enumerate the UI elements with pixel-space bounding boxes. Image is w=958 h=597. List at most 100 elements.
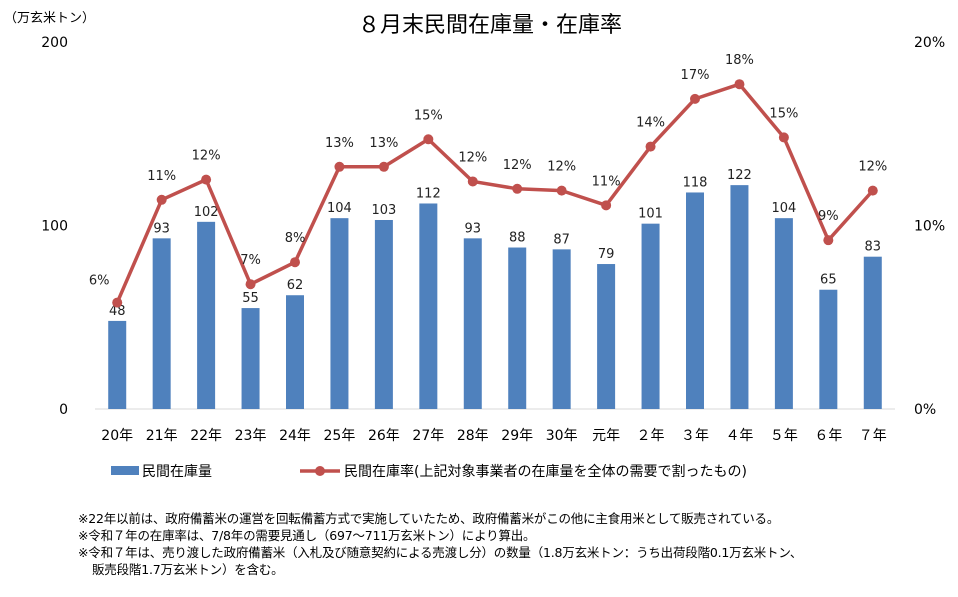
bar-data-label: 79 bbox=[598, 247, 615, 262]
x-tick-label: 22年 bbox=[190, 428, 222, 444]
rate-point bbox=[734, 79, 745, 90]
x-tick-label: ４年 bbox=[725, 428, 753, 444]
legend-bar-label: 民間在庫量 bbox=[142, 463, 212, 480]
rate-data-label: 15% bbox=[414, 108, 443, 123]
bar-data-label: 122 bbox=[727, 168, 752, 183]
x-tick-label: ６年 bbox=[814, 428, 842, 444]
bar bbox=[508, 247, 527, 409]
bar bbox=[819, 289, 838, 409]
footnote: ※22年以前は、政府備蓄米の運営を回転備蓄方式で実施していたため、政府備蓄米がこ… bbox=[78, 511, 780, 526]
bar-data-label: 93 bbox=[465, 221, 482, 236]
legend-line-label: 民間在庫率(上記対象事業者の在庫量を全体の需要で割ったもの) bbox=[344, 463, 747, 480]
x-tick-label: 23年 bbox=[235, 428, 267, 444]
rate-point bbox=[601, 200, 612, 211]
x-tick-label: 25年 bbox=[324, 428, 356, 444]
bar-data-label: 104 bbox=[771, 201, 796, 216]
x-tick-label: ２年 bbox=[637, 428, 665, 444]
rate-data-label: 12% bbox=[503, 158, 532, 173]
bar bbox=[774, 218, 793, 409]
bar-data-label: 62 bbox=[287, 278, 304, 293]
rate-data-label: 13% bbox=[369, 136, 398, 151]
rate-data-label: 18% bbox=[725, 53, 754, 68]
bar bbox=[641, 223, 660, 409]
x-tick-label: 26年 bbox=[368, 428, 400, 444]
rate-data-label: 12% bbox=[458, 150, 487, 165]
rate-data-label: 9% bbox=[818, 209, 839, 224]
x-tick-label: 30年 bbox=[546, 428, 578, 444]
x-tick-label: 元年 bbox=[592, 428, 620, 444]
rate-data-label: 12% bbox=[547, 160, 576, 175]
right-tick-label: 0% bbox=[914, 402, 936, 418]
left-tick-label: 200 bbox=[41, 35, 68, 51]
bar-data-label: 102 bbox=[194, 205, 219, 220]
rate-point bbox=[112, 297, 123, 308]
bar-data-label: 65 bbox=[820, 273, 837, 288]
rate-data-label: 6% bbox=[89, 274, 110, 289]
x-tick-label: 20年 bbox=[101, 428, 133, 444]
x-tick-label: ７年 bbox=[859, 428, 887, 444]
rate-point bbox=[156, 194, 167, 205]
rate-data-label: 12% bbox=[858, 160, 887, 175]
rate-data-label: 13% bbox=[325, 136, 354, 151]
x-tick-label: 24年 bbox=[279, 428, 311, 444]
rate-data-label: 8% bbox=[285, 231, 306, 246]
legend-line-marker bbox=[315, 466, 325, 476]
x-tick-label: 21年 bbox=[146, 428, 178, 444]
left-tick-label: 0 bbox=[59, 402, 68, 418]
bar bbox=[552, 249, 571, 409]
rate-point bbox=[334, 161, 345, 172]
rate-point bbox=[245, 279, 256, 290]
legend-bar-swatch bbox=[111, 466, 139, 475]
bar bbox=[463, 238, 482, 409]
bar-data-label: 55 bbox=[242, 291, 259, 306]
bar bbox=[730, 185, 749, 409]
rate-point bbox=[378, 161, 389, 172]
bar bbox=[286, 295, 304, 409]
bar bbox=[152, 238, 171, 409]
x-tick-label: ５年 bbox=[770, 428, 798, 444]
x-tick-label: 29年 bbox=[501, 428, 533, 444]
left-tick-label: 100 bbox=[41, 219, 68, 235]
footnote: 販売段階1.7万玄米トン）を含む。 bbox=[92, 562, 284, 577]
bar bbox=[330, 218, 349, 409]
x-tick-label: 27年 bbox=[412, 428, 444, 444]
bar bbox=[863, 256, 882, 409]
rate-point bbox=[823, 235, 834, 246]
bar-data-label: 83 bbox=[865, 240, 882, 255]
rate-line bbox=[115, 82, 875, 304]
bar bbox=[197, 221, 216, 409]
rate-data-label: 7% bbox=[240, 253, 261, 268]
right-tick-label: 10% bbox=[914, 219, 945, 235]
rate-point bbox=[467, 176, 478, 187]
x-tick-label: ３年 bbox=[681, 428, 709, 444]
rate-data-label: 11% bbox=[147, 169, 176, 184]
rate-data-label: 17% bbox=[681, 68, 710, 83]
bar bbox=[686, 192, 704, 409]
rate-point bbox=[645, 141, 656, 152]
bar-data-label: 88 bbox=[509, 231, 526, 246]
rate-point bbox=[690, 93, 700, 104]
footnotes: ※22年以前は、政府備蓄米の運営を回転備蓄方式で実施していたため、政府備蓄米がこ… bbox=[78, 510, 802, 578]
rate-point bbox=[556, 185, 567, 196]
bar bbox=[419, 203, 438, 409]
rate-data-label: 12% bbox=[192, 149, 221, 164]
rate-point bbox=[867, 185, 878, 196]
bar-data-label: 101 bbox=[638, 207, 663, 222]
footnote: ※令和７年の在庫率は、7/8年の需要見通し（697～711万玄米トン）により算出… bbox=[78, 528, 536, 543]
bar bbox=[241, 308, 260, 409]
rate-data-label: 14% bbox=[636, 116, 665, 131]
rate-point bbox=[423, 134, 434, 145]
x-tick-label: 28年 bbox=[457, 428, 489, 444]
bar bbox=[108, 320, 127, 409]
rate-point bbox=[290, 257, 300, 268]
bar-data-label: 48 bbox=[109, 304, 126, 319]
rate-point bbox=[201, 174, 212, 185]
bar-data-label: 103 bbox=[371, 203, 396, 218]
bar-data-label: 104 bbox=[327, 201, 352, 216]
chart-title: ８月末民間在庫量・在庫率 bbox=[358, 13, 622, 38]
right-tick-label: 20% bbox=[914, 35, 945, 51]
bar bbox=[374, 219, 393, 409]
rate-data-label: 15% bbox=[769, 106, 798, 121]
rate-point bbox=[512, 183, 523, 194]
